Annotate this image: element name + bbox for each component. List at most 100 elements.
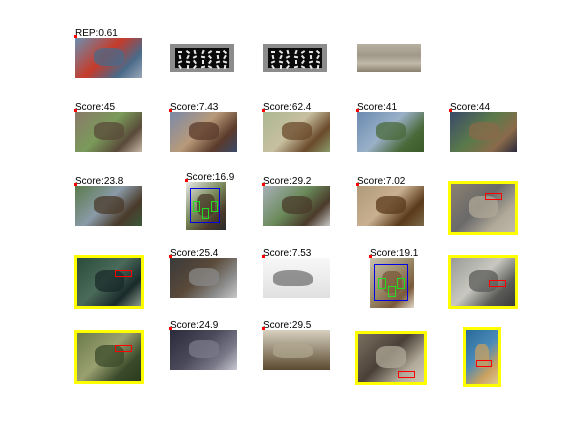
detection-image (75, 186, 142, 226)
hog-cell (185, 54, 190, 60)
hog-cell (301, 59, 305, 65)
hog-cell (178, 64, 182, 70)
hog-cell (293, 65, 298, 69)
score-label: Score:44 (450, 102, 491, 113)
hog-cell (271, 54, 275, 60)
score-label: Score:16.9 (186, 172, 235, 183)
part-box (193, 201, 201, 212)
selected-image (448, 181, 518, 235)
hog-cell (308, 50, 313, 54)
subject-figure (375, 122, 406, 140)
ground-truth-box (476, 360, 492, 367)
hog-cell (271, 51, 275, 53)
selected-image (355, 331, 427, 385)
detection-image (170, 258, 237, 298)
score-label: Score:62.4 (263, 102, 312, 113)
hog-cell (278, 60, 283, 64)
detection-image (170, 330, 237, 370)
ground-truth-box (398, 371, 415, 378)
hog-cell (193, 49, 197, 55)
hog-cell (278, 54, 283, 60)
part-box (397, 278, 406, 289)
ground-truth-box (115, 270, 132, 277)
hog-cell (207, 54, 213, 60)
subject-figure (197, 194, 216, 216)
subject-figure (188, 340, 219, 358)
origin-marker (74, 109, 77, 112)
hog-cell (270, 60, 276, 64)
subject-figure (188, 268, 219, 286)
detection-image (75, 112, 142, 152)
detection-image (186, 182, 226, 230)
hog-cell (286, 49, 290, 55)
part-box (210, 201, 218, 212)
score-label: Score:24.9 (170, 320, 219, 331)
part-box (202, 208, 210, 219)
subject-figure (468, 196, 498, 218)
hog-cell (215, 60, 220, 64)
origin-marker (74, 183, 77, 186)
subject-figure (281, 196, 312, 214)
hog-template-image (170, 44, 234, 72)
detection-image (263, 186, 330, 226)
ground-truth-box (485, 193, 502, 200)
subject-figure (468, 122, 499, 140)
selected-image (463, 327, 501, 387)
origin-marker (262, 327, 265, 330)
hog-cell (316, 64, 320, 70)
hog-cell (271, 64, 275, 70)
hog-cell (222, 49, 228, 55)
horse-figure (273, 342, 313, 358)
score-label: Score:25.4 (170, 248, 219, 259)
origin-marker (262, 255, 265, 258)
hog-cell (223, 54, 227, 60)
detection-box (374, 264, 408, 301)
hog-cell (222, 60, 228, 64)
hog-template-image (263, 44, 327, 72)
detection-image (357, 186, 424, 226)
hog-cell (308, 60, 313, 64)
hog-cell (285, 55, 291, 59)
origin-marker (356, 183, 359, 186)
hog-cell (279, 64, 282, 70)
subject-figure (281, 122, 312, 140)
detection-image (357, 112, 424, 152)
detection-image (370, 258, 414, 308)
texture-image (357, 44, 421, 72)
hog-cell (316, 54, 320, 60)
origin-marker (169, 255, 172, 258)
hog-cell (293, 49, 298, 55)
origin-marker (262, 183, 265, 186)
hog-cell (216, 54, 219, 60)
hog-cell (309, 54, 312, 60)
selected-image (74, 255, 144, 309)
detection-image (450, 112, 517, 152)
score-label: Score:41 (357, 102, 398, 113)
hog-cell (178, 54, 182, 60)
selected-image (448, 255, 518, 309)
hog-cell (308, 64, 313, 70)
hog-cell (178, 51, 182, 53)
hog-cell (186, 64, 189, 70)
score-label: Score:29.2 (263, 176, 312, 187)
part-box (377, 278, 386, 289)
origin-marker (185, 179, 188, 182)
detection-image (263, 258, 330, 298)
subject-figure (188, 122, 219, 140)
hog-cell (223, 64, 227, 70)
origin-marker (369, 255, 372, 258)
hog-cell (293, 55, 298, 59)
subject-figure (93, 196, 124, 214)
hog-cell (177, 60, 183, 64)
score-label: Score:23.8 (75, 176, 124, 187)
hog-cell (201, 59, 204, 65)
selected-image (74, 330, 144, 384)
score-label: REP:0.61 (75, 28, 118, 39)
score-label: Score:7.02 (357, 176, 406, 187)
detection-box (190, 187, 221, 224)
hog-cell (278, 49, 283, 55)
origin-marker (169, 327, 172, 330)
origin-marker (169, 109, 172, 112)
hog-cell (285, 64, 291, 70)
horse-figure (273, 270, 313, 286)
